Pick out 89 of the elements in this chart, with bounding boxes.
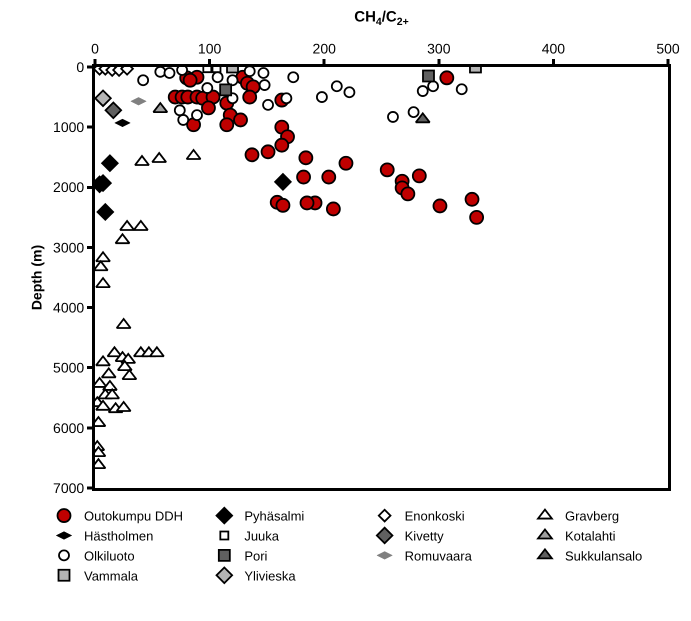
point bbox=[456, 83, 468, 96]
y-tick-label: 5000 bbox=[53, 360, 84, 376]
y-tick-label: 3000 bbox=[53, 239, 84, 256]
point bbox=[219, 117, 234, 132]
legend-label: Outokumpu DDH bbox=[84, 508, 183, 524]
point bbox=[242, 90, 258, 104]
point bbox=[176, 67, 188, 76]
y-tick-label: 7000 bbox=[53, 480, 84, 496]
point bbox=[408, 106, 420, 118]
point bbox=[164, 67, 176, 79]
legend-label: Sukkulansalo bbox=[564, 548, 642, 564]
point bbox=[276, 198, 290, 213]
point bbox=[122, 369, 138, 380]
point bbox=[95, 355, 111, 366]
point bbox=[321, 170, 336, 184]
point bbox=[137, 74, 150, 86]
point bbox=[316, 91, 328, 103]
point bbox=[244, 147, 260, 162]
legend-label: Enonkoski bbox=[404, 508, 465, 524]
point bbox=[201, 82, 214, 94]
point bbox=[274, 173, 292, 191]
point bbox=[212, 71, 224, 84]
y-axis-title: Depth (m) bbox=[28, 244, 45, 310]
point bbox=[219, 83, 232, 96]
legend-label: Gravberg bbox=[564, 508, 620, 524]
point bbox=[330, 80, 343, 92]
point bbox=[344, 86, 356, 98]
point bbox=[101, 154, 119, 172]
x-tick-label: 0 bbox=[91, 40, 100, 56]
legend-label: Pori bbox=[244, 548, 268, 564]
point bbox=[233, 112, 248, 128]
point bbox=[400, 186, 416, 202]
point bbox=[258, 79, 271, 91]
point bbox=[174, 104, 186, 116]
point bbox=[422, 70, 435, 82]
y-tick-label: 1000 bbox=[53, 119, 84, 136]
point bbox=[416, 85, 429, 97]
point bbox=[439, 70, 454, 86]
point bbox=[182, 72, 198, 88]
point bbox=[95, 90, 112, 107]
legend-label: Vammala bbox=[84, 568, 139, 584]
point bbox=[95, 277, 111, 288]
x-tick-label: 500 bbox=[656, 40, 680, 56]
point bbox=[96, 203, 114, 221]
x-axis-title: CH$_{4}$/C$_{2+}$ bbox=[354, 8, 409, 28]
legend-label: Hästholmen bbox=[84, 528, 154, 544]
point bbox=[427, 80, 439, 92]
point bbox=[432, 198, 448, 214]
point bbox=[300, 196, 314, 210]
x-tick-label: 200 bbox=[312, 40, 336, 56]
point bbox=[201, 100, 216, 116]
x-tick-label: 400 bbox=[542, 40, 566, 56]
point bbox=[412, 168, 427, 184]
point bbox=[104, 102, 122, 119]
point bbox=[387, 111, 399, 123]
x-tick-label: 100 bbox=[198, 40, 222, 56]
point bbox=[274, 138, 290, 153]
legend-label: Juuka bbox=[244, 528, 280, 544]
point bbox=[260, 144, 276, 160]
point bbox=[258, 67, 270, 79]
point bbox=[298, 150, 314, 166]
point bbox=[114, 233, 130, 244]
y-tick-label: 0 bbox=[76, 58, 84, 75]
point bbox=[280, 92, 292, 104]
point bbox=[469, 210, 484, 225]
point bbox=[191, 109, 203, 122]
point bbox=[95, 251, 111, 262]
x-tick-label: 300 bbox=[427, 40, 451, 56]
point bbox=[326, 202, 341, 216]
point bbox=[262, 98, 274, 111]
legend-label: Pyhäsalmi bbox=[244, 508, 304, 524]
point bbox=[95, 400, 111, 411]
point bbox=[149, 346, 165, 358]
point bbox=[287, 71, 300, 84]
point bbox=[244, 67, 256, 78]
legend-label: Ylivieska bbox=[244, 568, 296, 584]
point bbox=[380, 162, 395, 178]
y-tick-label: 4000 bbox=[53, 299, 84, 316]
legend-label: Kotalahti bbox=[564, 528, 616, 544]
point bbox=[338, 156, 354, 171]
point bbox=[464, 192, 480, 207]
y-tick-label: 2000 bbox=[53, 179, 84, 196]
point bbox=[106, 346, 122, 358]
legend-label: Romuvaara bbox=[404, 548, 473, 564]
y-tick-label: 6000 bbox=[53, 420, 84, 436]
point bbox=[296, 170, 311, 184]
point bbox=[177, 114, 190, 126]
legend-label: Olkiluoto bbox=[84, 548, 135, 564]
legend-label: Kivetty bbox=[404, 528, 444, 544]
